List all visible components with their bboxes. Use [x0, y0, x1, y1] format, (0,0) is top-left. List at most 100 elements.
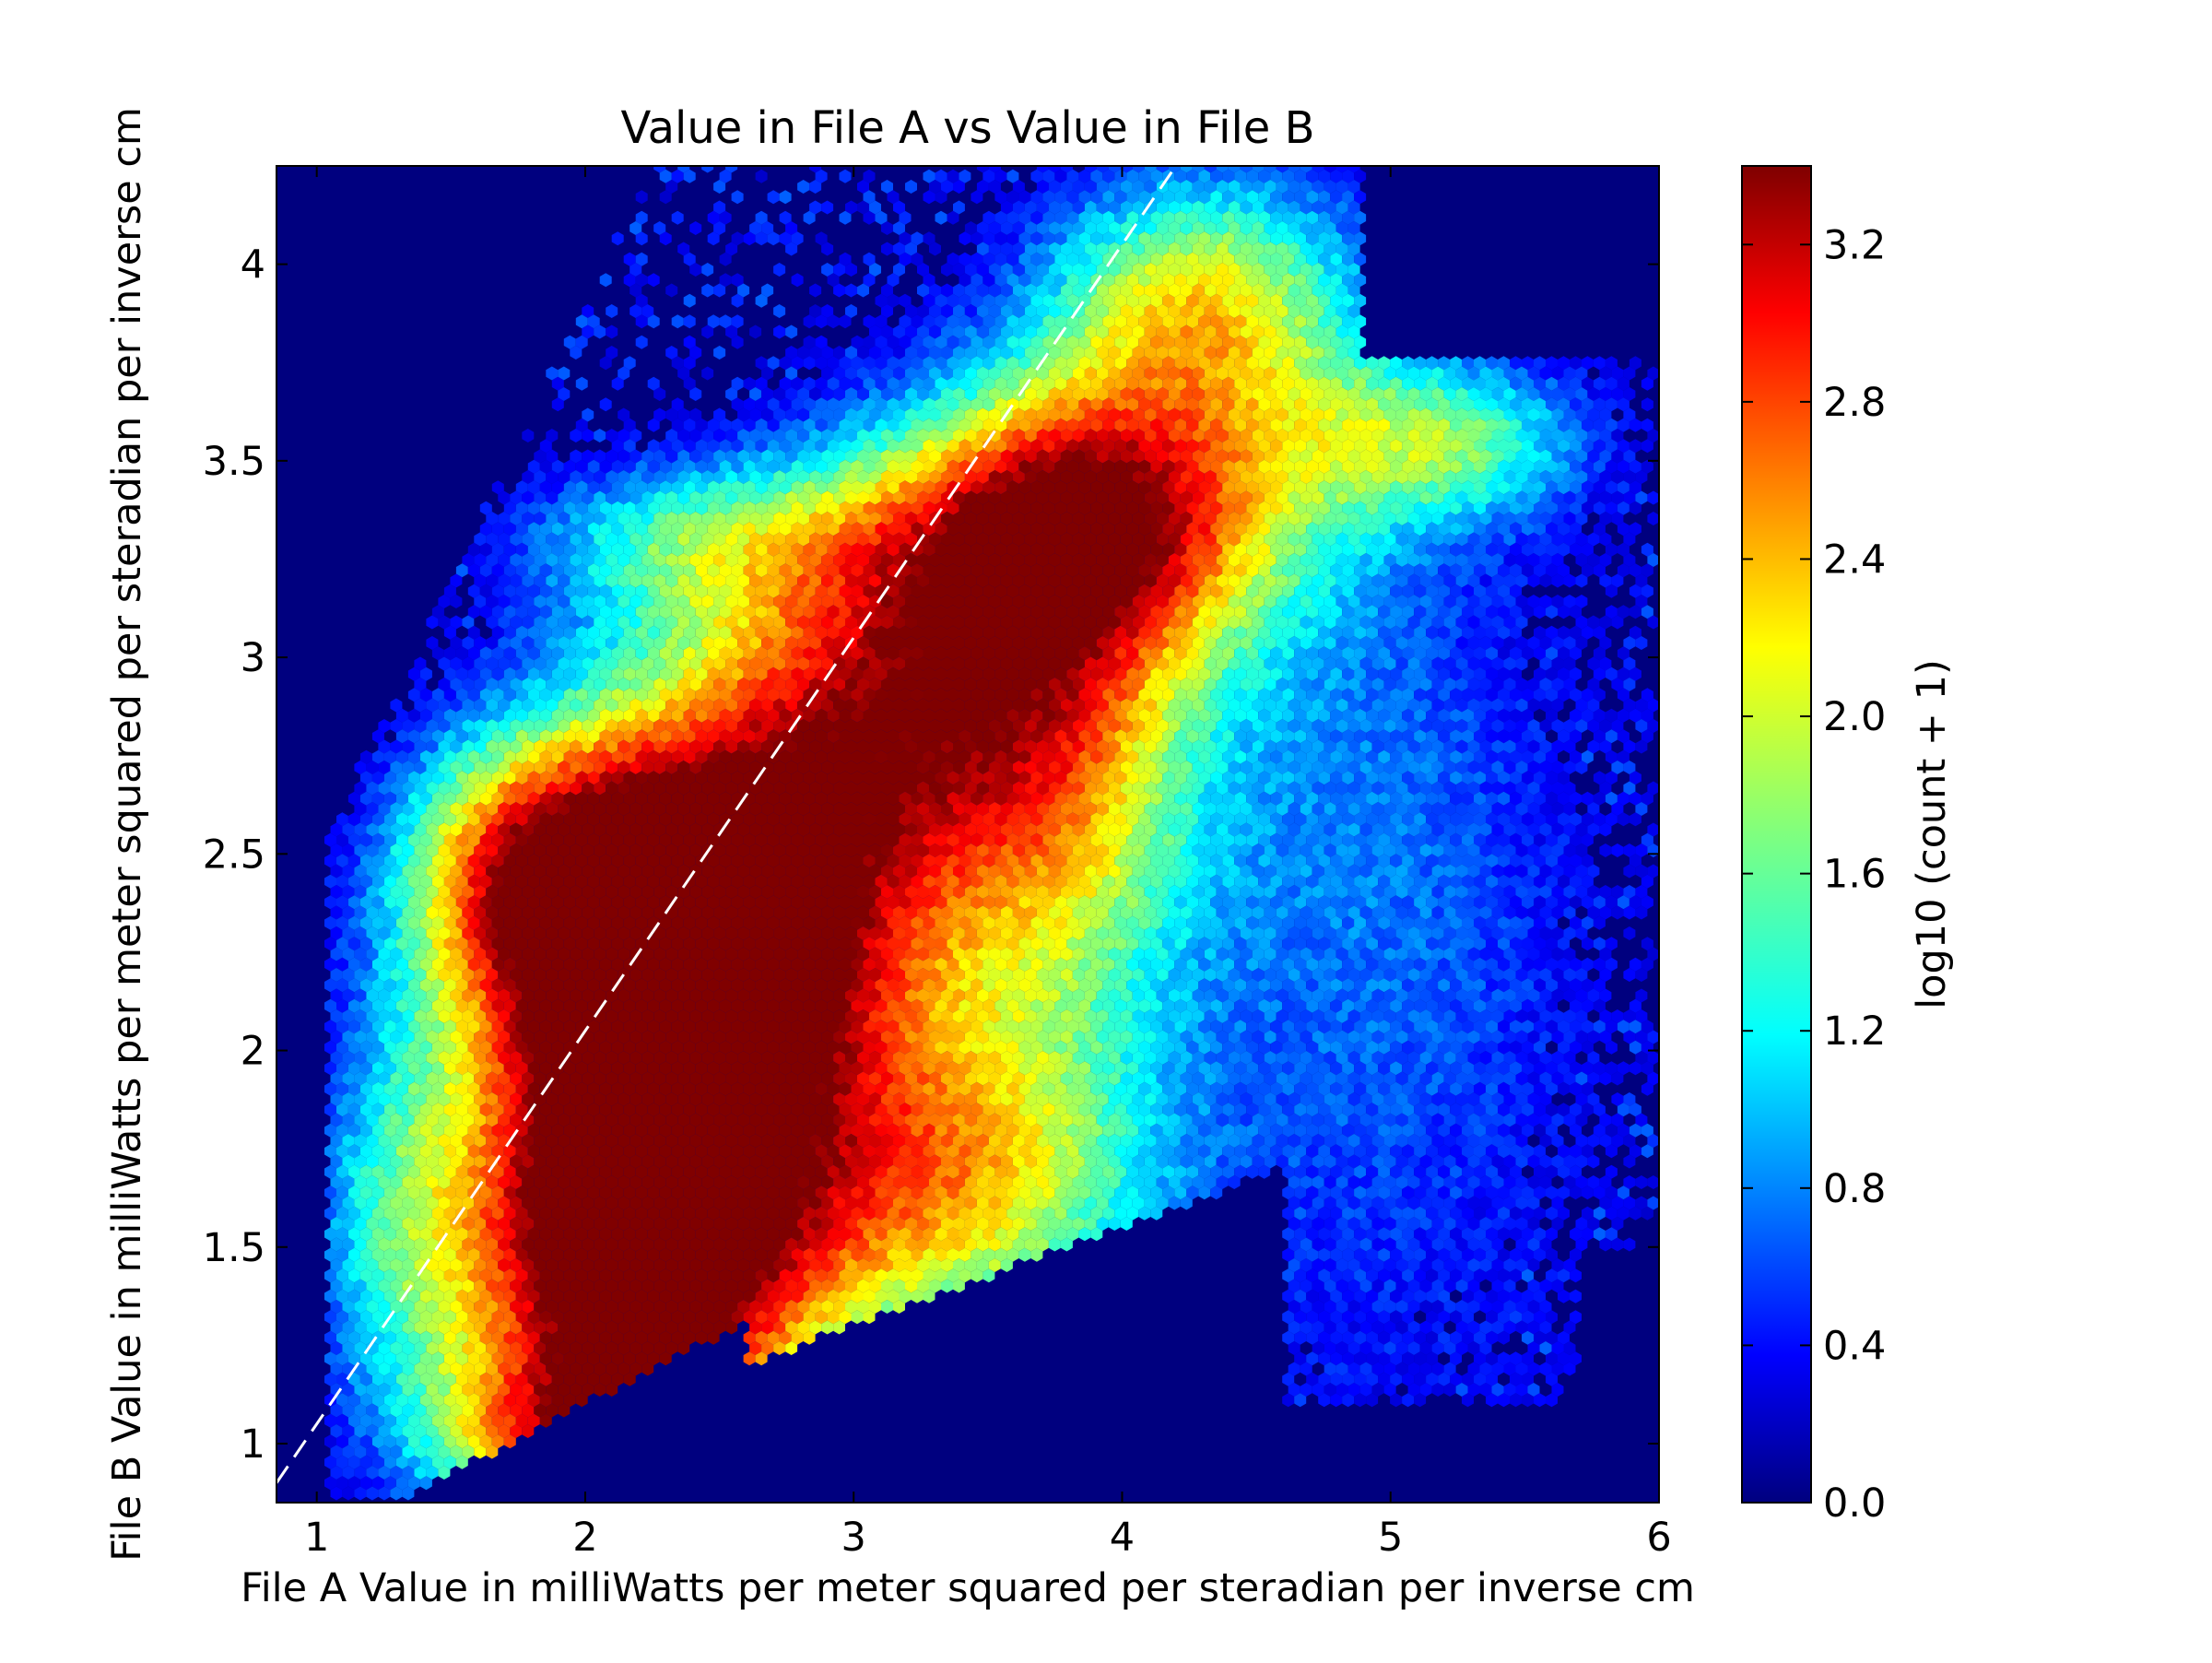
hexbin-cell	[1150, 169, 1163, 183]
hexbin-cell	[869, 346, 881, 360]
hexbin-cell	[1288, 263, 1300, 277]
hexbin-cell	[1168, 324, 1181, 339]
hexbin-cell	[982, 169, 995, 183]
hexbin-cell	[845, 304, 857, 318]
hexbin-cell	[976, 346, 989, 360]
hexbin-cell	[707, 231, 720, 246]
hexbin-cell	[1335, 283, 1348, 298]
hexbin-cell	[713, 180, 726, 194]
hexbin-cell	[1036, 166, 1049, 173]
hexbin-cell	[1246, 252, 1259, 266]
hexbin-cell	[671, 210, 684, 225]
hexbin-cell	[1330, 335, 1343, 349]
hexbin-cell	[988, 346, 1001, 360]
hexbin-cell	[988, 242, 1001, 256]
hexbin-cell	[1228, 221, 1241, 235]
hexbin-cell	[994, 335, 1007, 349]
hexbin-cell	[1312, 180, 1324, 194]
hexbin-cell	[1114, 231, 1127, 246]
hexbin-cell	[971, 231, 983, 246]
hexbin-cell	[1335, 200, 1348, 215]
hexbin-cell	[1335, 304, 1348, 318]
hexbin-cell	[1252, 283, 1265, 298]
hexbin-cell	[1048, 263, 1061, 277]
hexbin-cell	[976, 263, 989, 277]
hexbin-cell	[893, 263, 905, 277]
hexbin-cell	[1300, 221, 1312, 235]
hexbin-cell	[749, 221, 762, 235]
hexbin-cell	[1156, 304, 1169, 318]
hexbin-cell	[635, 293, 648, 308]
hexbin-cell	[1240, 242, 1253, 256]
hexbin-cell	[1240, 200, 1253, 215]
hexbin-cell	[1096, 221, 1109, 235]
hexbin-cell	[863, 314, 876, 329]
hexbin-cell	[1324, 283, 1336, 298]
hexbin-cell	[1270, 231, 1283, 246]
hexbin-cell	[587, 314, 600, 329]
hexbin-cell	[647, 314, 660, 329]
hexbin-cell	[1162, 273, 1175, 288]
hexbin-cell	[815, 231, 828, 246]
hexbin-cell	[1210, 190, 1223, 205]
hexbin-cell	[1024, 324, 1037, 339]
hexbin-cell	[1294, 252, 1307, 266]
hexbin-cell	[1186, 314, 1199, 329]
hexbin-cell	[665, 180, 678, 194]
hexbin-cell	[677, 166, 690, 173]
hexbin-cell	[833, 346, 845, 360]
hexbin-cell	[1156, 242, 1169, 256]
hexbin-cell	[1096, 346, 1109, 360]
hexbin-cell	[1150, 273, 1163, 288]
hexbin-cell	[1054, 231, 1067, 246]
hexbin-cell	[1324, 180, 1336, 194]
hexbin-cell	[1306, 314, 1319, 329]
hexbin-cell	[1168, 263, 1181, 277]
hexbin-cell	[731, 314, 744, 329]
hexbin-cell	[1354, 273, 1367, 288]
hexbin-cell	[935, 169, 947, 183]
hexbin-cell	[953, 304, 965, 318]
hexbin-cell	[1186, 273, 1199, 288]
hexbin-cell	[611, 231, 624, 246]
hexbin-cell	[905, 304, 917, 318]
hexbin-cell	[743, 231, 756, 246]
hexbin-cell	[893, 242, 905, 256]
hexbin-cell	[1347, 283, 1360, 298]
hexbin-cell	[755, 356, 768, 371]
hexbin-cell	[1066, 252, 1079, 266]
hexbin-cell	[887, 335, 900, 349]
hexbin-cell	[1330, 252, 1343, 266]
hexbin-cell	[1066, 169, 1079, 183]
hexbin-cell	[1354, 335, 1367, 349]
hexbin-cell	[1324, 200, 1336, 215]
hexbin-cell	[947, 314, 959, 329]
hexbin-cell	[1168, 180, 1181, 194]
hexbin-cell	[1180, 304, 1193, 318]
hexbin-cell	[785, 221, 798, 235]
hexbin-cell	[1096, 242, 1109, 256]
hexbin-cell	[1132, 166, 1145, 173]
hexbin-cell	[1072, 324, 1085, 339]
hexbin-cell	[1168, 166, 1181, 173]
hexbin-cell	[1108, 200, 1121, 215]
hexbin-cell	[1174, 293, 1187, 308]
hexbin-cell	[1162, 210, 1175, 225]
hexbin-cell	[731, 231, 744, 246]
hexbin-cell	[1012, 304, 1025, 318]
hexbin-cell	[1354, 314, 1367, 329]
hexbin-cell	[1168, 242, 1181, 256]
hexbin-cell	[1198, 190, 1211, 205]
hexbin-cell	[1216, 200, 1229, 215]
hexbin-cell	[719, 210, 732, 225]
hexbin-cell	[899, 252, 912, 266]
hexbin-cell	[994, 169, 1007, 183]
hexbin-cell	[1114, 252, 1127, 266]
hexbin-cell	[1252, 304, 1265, 318]
hexbin-cell	[635, 335, 648, 349]
hexbin-cell	[959, 273, 971, 288]
hexbin-cell	[1282, 190, 1295, 205]
hexbin-cell	[971, 314, 983, 329]
hexbin-cell	[1216, 242, 1229, 256]
